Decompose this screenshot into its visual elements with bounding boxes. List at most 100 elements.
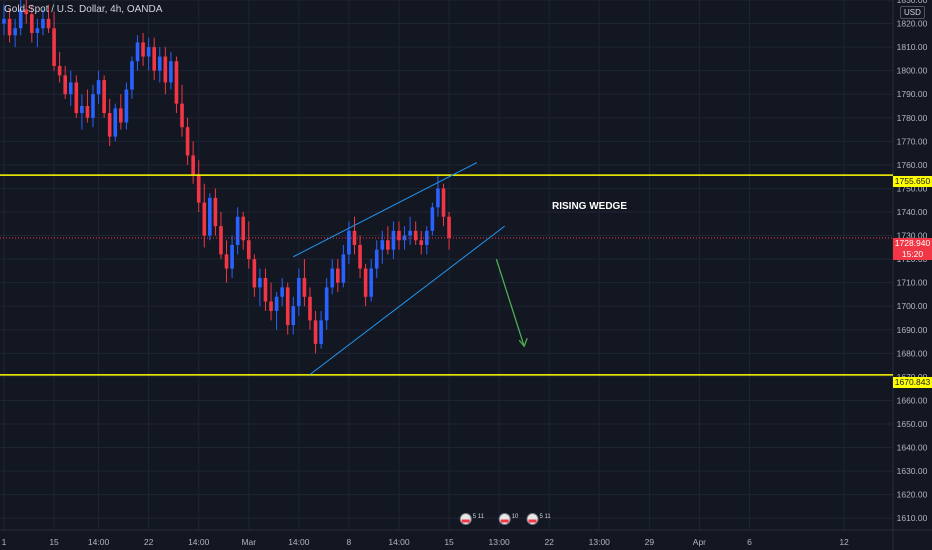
candle-body [374, 249, 379, 269]
candle-body [80, 106, 84, 114]
candle-body [185, 127, 190, 156]
y-tick-label: 1650.00 [897, 419, 928, 429]
candle-body [24, 9, 29, 15]
candle-body [141, 42, 145, 57]
currency-button[interactable]: USD [900, 6, 925, 19]
candle-body [68, 82, 73, 95]
x-tick-label: 14:00 [88, 537, 110, 547]
y-tick-label: 1730.00 [897, 231, 928, 241]
event-flag-stripe [461, 519, 470, 523]
x-tick-label: 6 [747, 537, 752, 547]
candle-body [430, 207, 435, 231]
upper-level-price-tag: 1755.650 [893, 176, 932, 187]
candle-body [146, 47, 151, 57]
candle-body [213, 197, 218, 227]
candle-body [7, 18, 12, 36]
x-tick-label: 22 [144, 537, 154, 547]
candle-body [46, 18, 51, 29]
candle-body [119, 108, 123, 123]
y-tick-label: 1770.00 [897, 136, 928, 146]
candle-body [235, 216, 240, 245]
candle-body [319, 320, 323, 344]
event-flag-stripe [528, 519, 537, 523]
candle-body [152, 47, 157, 71]
x-tick-label: Apr [693, 537, 706, 547]
y-tick-label: 1790.00 [897, 89, 928, 99]
current-price-tag: 1728.940 [893, 238, 932, 249]
symbol-title[interactable]: Gold Spot / U.S. Dollar, 4h, OANDA [4, 4, 163, 15]
candle-body [74, 82, 79, 114]
candle-body [107, 113, 112, 137]
candle-body [191, 155, 195, 175]
event-label: 10 [512, 514, 519, 520]
x-tick-label: 13:00 [589, 537, 611, 547]
wedge-annotation: RISING WEDGE [552, 201, 628, 212]
candle-body [130, 61, 134, 90]
candle-body [135, 42, 140, 62]
candle-body [18, 9, 23, 29]
x-tick-label: 14:00 [388, 537, 410, 547]
y-tick-label: 1710.00 [897, 278, 928, 288]
candle-body [341, 254, 346, 283]
candle-body [447, 216, 451, 238]
event-flag-icon [498, 513, 511, 525]
x-tick-label: 1 [2, 537, 7, 547]
candle-body [35, 28, 40, 33]
candle-body [102, 80, 106, 114]
candle-body [358, 244, 362, 269]
y-tick-label: 1680.00 [897, 348, 928, 358]
candle-body [91, 94, 95, 118]
candle-body [180, 103, 184, 128]
candle-body [96, 80, 101, 95]
candle-body [369, 268, 373, 297]
x-tick-label: 29 [645, 537, 655, 547]
projection-arrow-shaft [495, 258, 525, 347]
y-tick-label: 1820.00 [897, 19, 928, 29]
candle-body [57, 65, 62, 76]
candle-body [157, 56, 162, 71]
candle-body [30, 14, 34, 33]
x-tick-label: 14:00 [188, 537, 210, 547]
candle-body [241, 216, 246, 241]
candle-body [347, 230, 351, 255]
candle-body [313, 320, 318, 344]
x-tick-label: 13:00 [488, 537, 510, 547]
candle-body [419, 240, 424, 245]
candle-body [246, 240, 251, 260]
candle-body [258, 277, 262, 288]
candle-body [391, 230, 396, 250]
candle-body [280, 287, 284, 297]
candle-body [41, 18, 45, 29]
candle-body [63, 75, 68, 95]
candle-body [208, 197, 212, 236]
event-label: 5 11 [473, 514, 485, 520]
wedge-lower-trendline [309, 225, 505, 375]
x-tick-label: 15 [49, 537, 59, 547]
x-tick-label: Mar [241, 537, 256, 547]
y-tick-label: 1800.00 [897, 66, 928, 76]
candle-body [291, 306, 296, 326]
y-tick-label: 1760.00 [897, 160, 928, 170]
candle-body [219, 226, 223, 255]
candle-body [324, 287, 329, 321]
event-flag-stripe [500, 519, 509, 523]
y-tick-label: 1610.00 [897, 513, 928, 523]
candle-body [252, 259, 257, 288]
candle-body [302, 277, 307, 297]
event-label: 5 11 [540, 514, 552, 520]
candle-body [330, 268, 335, 288]
candle-body [230, 244, 234, 269]
y-tick-label: 1750.00 [897, 183, 928, 193]
candle-body [413, 230, 418, 241]
lower-level-price-tag: 1670.843 [893, 377, 932, 388]
candle-body [269, 301, 273, 311]
wedge-upper-trendline [293, 162, 478, 258]
y-tick-label: 1690.00 [897, 325, 928, 335]
candle-body [13, 28, 17, 36]
y-tick-label: 1630.00 [897, 466, 928, 476]
candle-body [308, 296, 312, 321]
candle-body [113, 108, 118, 137]
x-tick-label: 22 [544, 537, 554, 547]
countdown-tag: 15:20 [893, 249, 932, 260]
